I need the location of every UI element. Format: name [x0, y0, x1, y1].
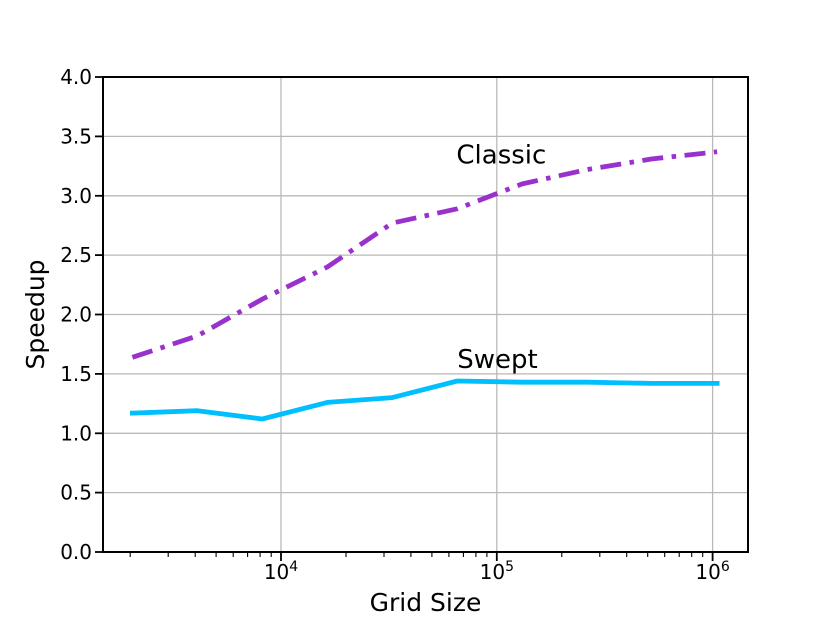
y-tick-label: 4.0 [60, 65, 92, 89]
x-tick-label: 106 [695, 559, 729, 584]
y-tick-label: 0.0 [60, 540, 92, 564]
y-tick-label: 2.5 [60, 243, 92, 267]
x-tick-label: 104 [264, 559, 298, 584]
y-axis-label: Speedup [21, 259, 50, 369]
y-tick-label: 1.5 [60, 362, 92, 386]
x-tick-label: 105 [480, 559, 514, 584]
annotation-classic: Classic [456, 141, 546, 171]
x-axis-label: Grid Size [370, 588, 482, 617]
y-tick-label: 3.0 [60, 184, 92, 208]
annotation-swept: Swept [457, 345, 537, 375]
y-tick-label: 1.0 [60, 421, 92, 445]
y-tick-label: 3.5 [60, 124, 92, 148]
series-line-swept [129, 378, 720, 422]
series-line-classic [131, 149, 718, 360]
y-tick-label: 0.5 [60, 481, 92, 505]
y-tick-label: 2.0 [60, 303, 92, 327]
